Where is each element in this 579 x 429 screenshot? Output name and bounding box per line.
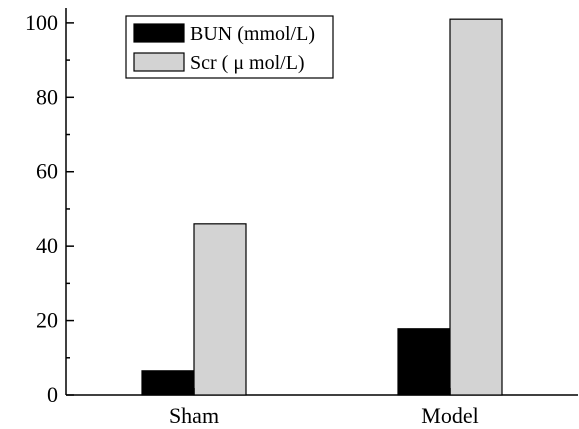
legend-swatch-bun <box>133 23 185 43</box>
bar-sham-series-1 <box>193 223 247 396</box>
y-tick-label: 20 <box>36 308 58 333</box>
y-tick-label: 60 <box>36 159 58 184</box>
legend-swatch-scr <box>133 52 185 72</box>
legend-label-bun: BUN (mmol/L) <box>190 23 315 45</box>
y-tick-label: 80 <box>36 84 58 109</box>
bar-model-series-1 <box>449 18 503 396</box>
y-ticks: 0 20 40 60 80 100 <box>25 10 74 407</box>
y-tick-label: 0 <box>47 382 58 407</box>
legend: BUN (mmol/L) Scr ( μ mol/L) <box>125 15 334 79</box>
legend-label-scr: Scr ( μ mol/L) <box>190 52 305 74</box>
y-tick-label: 100 <box>25 10 58 35</box>
x-tick-label: Sham <box>169 403 219 428</box>
bars <box>141 18 503 396</box>
x-tick-label: Model <box>421 403 478 428</box>
y-tick-label: 40 <box>36 233 58 258</box>
x-ticks: Sham Model <box>169 388 479 428</box>
bar-sham-series-0 <box>141 370 195 396</box>
bar-model-series-0 <box>397 328 451 396</box>
